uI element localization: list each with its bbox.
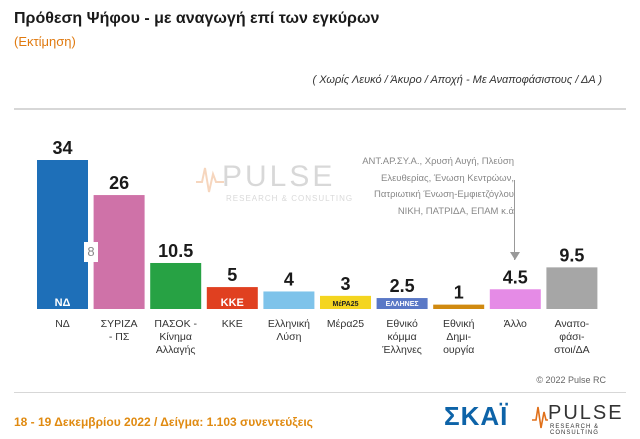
annotation-pointer-line — [514, 180, 515, 260]
annotation-arrow-icon — [510, 252, 520, 260]
category-label: Λύση — [276, 331, 301, 343]
category-label: ουργία — [443, 344, 474, 356]
bar-value-label: 4 — [284, 269, 294, 289]
bar-value-label: 5 — [227, 265, 237, 285]
category-label: ΝΔ — [55, 318, 70, 330]
bar — [376, 298, 428, 309]
category-label: ΠΑΣΟΚ - — [154, 318, 197, 330]
page-subtitle: (Εκτίμηση) — [14, 34, 76, 49]
bar-value-label: 1 — [454, 283, 464, 303]
category-label: στοι/ΔΑ — [554, 344, 590, 356]
pulse-logo-name: PULSE — [548, 402, 624, 424]
category-label: ΚΚΕ — [222, 318, 243, 330]
bar — [263, 291, 315, 309]
annotation-line: ΝΙΚΗ, ΠΑΤΡΙΔΑ, ΕΠΑΜ κ.ά — [397, 205, 514, 217]
category-label: Εθνικό — [386, 318, 418, 330]
category-label: Αναπο- — [555, 318, 590, 330]
bar-value-label: 26 — [109, 173, 129, 193]
party-logo-label: ΜέΡΑ25 — [333, 301, 359, 308]
bar — [433, 304, 485, 309]
divider-bottom — [14, 392, 626, 393]
category-label: Κίνημα — [159, 331, 192, 343]
syriza-inner-label: 8 — [84, 242, 98, 262]
party-logo-label: ΕΛΛΗΝΕΣ — [386, 301, 419, 308]
category-label: κόμμα — [388, 331, 417, 343]
category-label: Μέρα25 — [327, 318, 364, 330]
exclusion-note: ( Χωρίς Λευκό / Άκυρο / Αποχή - Με Αναπο… — [312, 74, 602, 86]
annotation-line: ΑΝΤ.ΑΡ.ΣΥ.Α., Χρυσή Αυγή, Πλεύση — [362, 156, 514, 167]
skai-logo: ΣΚΑΪ — [444, 401, 509, 431]
category-label: ΣΥΡΙΖΑ — [101, 318, 138, 330]
party-logo-label: ΚΚΕ — [221, 297, 244, 309]
bar-value-label: 9.5 — [559, 245, 584, 265]
category-label: - ΠΣ — [109, 331, 130, 343]
bar-value-label: 34 — [52, 138, 72, 158]
survey-details: 18 - 19 Δεκεμβρίου 2022 / Δείγμα: 1.103 … — [14, 415, 313, 429]
watermark-name: PULSE — [222, 160, 336, 193]
pulse-logo: PULSE RESEARCH & CONSULTING — [532, 402, 632, 436]
bar — [37, 160, 88, 309]
annotation-line: Ελευθερίας, Ένωση Κεντρώων, — [380, 172, 514, 184]
category-label: Ελληνική — [268, 318, 310, 330]
category-label: Εθνική — [443, 318, 475, 330]
other-parties-annotation: ΑΝΤ.ΑΡ.ΣΥ.Α., Χρυσή Αυγή, Πλεύση Ελευθερ… — [350, 154, 514, 220]
bar — [206, 287, 258, 309]
party-logo-label: ΝΔ — [55, 297, 71, 309]
category-label: Αλλαγής — [156, 344, 196, 356]
bar-value-label: 4.5 — [503, 267, 528, 287]
bar — [150, 262, 202, 309]
bar-value-label: 10.5 — [158, 241, 193, 261]
category-label: Άλλο — [504, 318, 527, 330]
pulse-wave-icon — [196, 167, 224, 193]
category-label: Δημι- — [446, 331, 471, 343]
page-title: Πρόθεση Ψήφου - με αναγωγή επί των εγκύρ… — [14, 10, 380, 27]
bar — [320, 295, 371, 309]
pulse-logo-wave-icon — [532, 406, 548, 429]
pulse-logo-tagline: RESEARCH & CONSULTING — [550, 424, 600, 436]
watermark-tagline: RESEARCH & CONSULTING — [226, 194, 354, 203]
bar-value-label: 3 — [340, 274, 350, 294]
bar — [93, 195, 145, 309]
divider-top — [14, 108, 626, 110]
bar-value-label: 2.5 — [390, 276, 415, 296]
copyright: © 2022 Pulse RC — [536, 375, 606, 385]
annotation-line: Πατριωτική Ένωση-Εμφιετζόγλου — [374, 189, 514, 200]
category-label: φάσι- — [559, 331, 585, 343]
bar — [546, 267, 598, 309]
pulse-watermark: PULSE RESEARCH & CONSULTING — [196, 160, 366, 210]
category-label: Έλληνες — [381, 344, 422, 356]
bar — [489, 289, 541, 309]
